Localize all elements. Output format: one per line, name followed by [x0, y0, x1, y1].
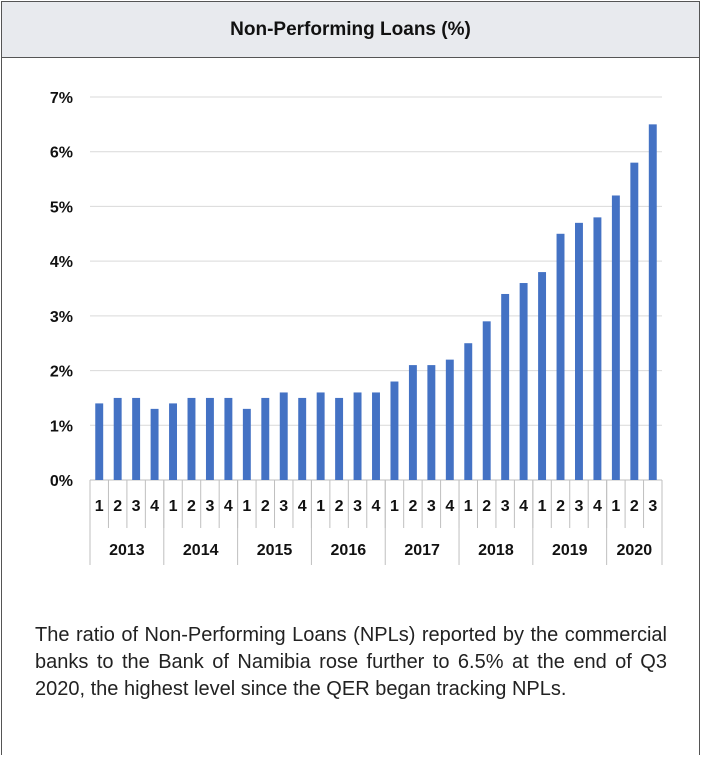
bar [132, 397, 141, 480]
quarter-label: 3 [575, 498, 584, 515]
quarter-label: 3 [205, 498, 214, 515]
bar [113, 397, 122, 480]
year-label: 2014 [183, 542, 219, 559]
bar [298, 397, 307, 480]
bar [150, 408, 159, 480]
quarter-label: 1 [95, 498, 104, 515]
chart-caption: The ratio of Non-Performing Loans (NPLs)… [35, 624, 667, 700]
quarter-label: 2 [113, 498, 122, 515]
quarter-label: 1 [316, 498, 325, 515]
quarter-label: 3 [501, 498, 510, 515]
quarter-label: 1 [242, 498, 251, 515]
y-tick-label: 2% [50, 364, 73, 381]
quarter-label: 2 [187, 498, 196, 515]
bar [372, 392, 380, 480]
quarter-label: 4 [298, 498, 307, 515]
quarter-label: 4 [519, 498, 528, 515]
quarter-label: 1 [538, 498, 547, 515]
quarter-label: 4 [372, 498, 381, 515]
bar [279, 392, 288, 480]
bar [501, 293, 510, 480]
quarter-label: 2 [556, 498, 565, 515]
y-tick-label: 7% [50, 90, 73, 107]
year-label: 2018 [478, 542, 514, 559]
year-label: 2016 [331, 542, 367, 559]
bar [390, 381, 399, 480]
quarter-label: 1 [611, 498, 620, 515]
quarter-label: 3 [648, 498, 657, 515]
bar [445, 359, 454, 480]
bar [575, 222, 583, 481]
quarter-label: 2 [335, 498, 344, 515]
year-label: 2015 [257, 542, 293, 559]
bar [611, 195, 620, 480]
year-label: 2019 [552, 542, 588, 559]
bar [464, 343, 473, 480]
bar [95, 403, 104, 480]
quarter-label: 4 [445, 498, 454, 515]
bar [316, 392, 325, 480]
y-tick-label: 3% [50, 309, 73, 326]
quarter-label: 2 [408, 498, 417, 515]
chart-title-bar: Non-Performing Loans (%) [1, 1, 700, 58]
quarter-label: 3 [353, 498, 362, 515]
y-tick-label: 0% [50, 473, 73, 490]
quarter-label: 1 [390, 498, 399, 515]
bar [408, 365, 417, 480]
chart-title: Non-Performing Loans (%) [230, 18, 471, 40]
quarter-label: 2 [630, 498, 639, 515]
bar [169, 403, 177, 480]
year-label: 2020 [617, 542, 653, 559]
bar [261, 397, 270, 480]
quarter-label: 1 [169, 498, 178, 515]
quarter-label: 3 [427, 498, 436, 515]
bar [353, 392, 362, 480]
quarter-label: 2 [261, 498, 270, 515]
quarter-label: 3 [279, 498, 288, 515]
year-label: 2013 [109, 542, 145, 559]
bar [427, 365, 436, 480]
bar [205, 397, 214, 480]
bar [630, 162, 639, 480]
y-tick-label: 4% [50, 254, 73, 271]
bar [519, 283, 528, 480]
bar [242, 408, 251, 480]
bar [538, 272, 547, 480]
bar [556, 233, 565, 480]
y-tick-label: 6% [50, 145, 73, 162]
y-tick-label: 5% [50, 199, 73, 216]
npl-bar-chart: 0%1%2%3%4%5%6%7%1 2 3 4 1 2 3 4 1 2 3 4 1 2 3 4 1 2 3 4 1 2 3 4… [50, 90, 663, 565]
quarter-label: 2 [482, 498, 491, 515]
bar [224, 397, 233, 480]
quarter-label: 4 [150, 498, 159, 515]
bar [482, 321, 491, 480]
bar [335, 397, 344, 480]
bar [187, 397, 196, 480]
bar [648, 124, 657, 480]
quarter-label: 1 [464, 498, 473, 515]
quarter-label: 3 [132, 498, 141, 515]
quarter-label: 4 [593, 498, 602, 515]
bar [593, 217, 602, 480]
y-tick-label: 1% [50, 418, 73, 435]
quarter-label: 4 [224, 498, 233, 515]
year-label: 2017 [404, 542, 440, 559]
